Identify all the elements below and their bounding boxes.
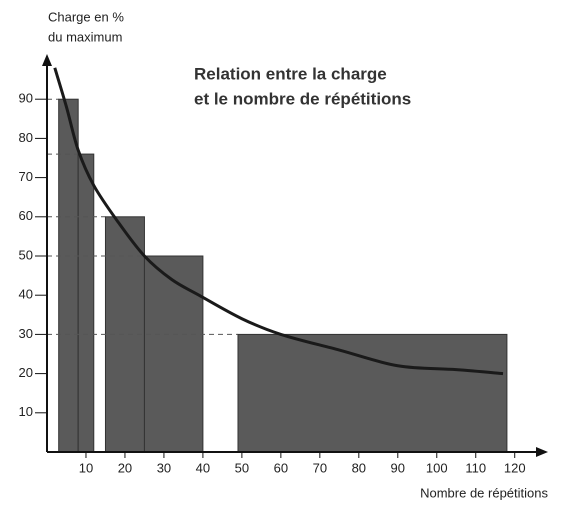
x-tick-label: 20 — [118, 460, 132, 475]
x-tick-label: 110 — [465, 460, 486, 475]
x-tick-label: 90 — [391, 460, 405, 475]
y-tick-label: 90 — [19, 91, 33, 106]
chart-title: Relation entre la charge — [194, 64, 387, 83]
x-tick-label: 10 — [79, 460, 93, 475]
y-tick-label: 20 — [19, 365, 33, 380]
x-axis-label: Nombre de répétitions — [420, 485, 548, 500]
y-axis-label: Charge en % — [48, 9, 124, 24]
y-tick-label: 70 — [19, 169, 33, 184]
y-axis-label: du maximum — [48, 29, 122, 44]
y-tick-label: 80 — [19, 130, 33, 145]
x-tick-label: 70 — [313, 460, 327, 475]
x-tick-label: 40 — [196, 460, 210, 475]
y-tick-label: 40 — [19, 287, 33, 302]
bar — [143, 255, 204, 453]
y-tick-label: 60 — [19, 208, 33, 223]
bar — [77, 153, 95, 453]
y-tick-label: 30 — [19, 326, 33, 341]
y-tick-label: 50 — [19, 247, 33, 262]
y-axis-arrow — [42, 54, 52, 66]
x-tick-label: 100 — [426, 460, 448, 475]
chart-title: et le nombre de répétitions — [194, 89, 411, 108]
y-tick-label: 10 — [19, 404, 33, 419]
x-tick-label: 30 — [157, 460, 171, 475]
bar — [58, 98, 79, 453]
x-tick-label: 120 — [504, 460, 526, 475]
x-tick-label: 50 — [235, 460, 249, 475]
bar — [237, 333, 508, 453]
x-tick-label: 60 — [274, 460, 288, 475]
x-axis-arrow — [536, 447, 548, 457]
curve — [53, 67, 504, 376]
x-tick-label: 80 — [352, 460, 366, 475]
